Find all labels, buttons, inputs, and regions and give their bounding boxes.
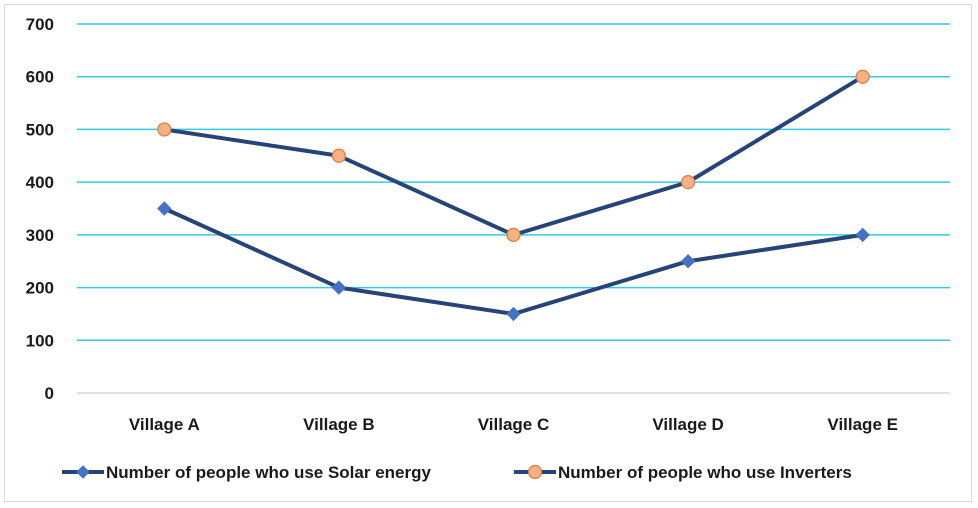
- data-point-circle: [331, 148, 346, 163]
- y-tick-label: 400: [26, 173, 54, 192]
- y-axis-tick-labels: 0 100 200 300 400 500 600 700: [26, 15, 54, 403]
- gridlines: [77, 23, 950, 394]
- x-axis-tick-labels: Village A Village B Village C Village D Vill…: [129, 415, 898, 434]
- x-tick-label: Village C: [478, 415, 550, 434]
- series-inverters: [157, 69, 870, 242]
- chart-frame: [4, 4, 972, 502]
- series-line: [163, 206, 863, 316]
- data-point-diamond: [331, 280, 347, 295]
- data-point-circle: [527, 464, 543, 480]
- legend-item: Number of people who use Inverters: [514, 463, 852, 482]
- legend-label: Number of people who use Inverters: [558, 463, 852, 482]
- data-point-diamond: [680, 254, 696, 269]
- x-tick-label: Village B: [303, 415, 375, 434]
- y-tick-label: 300: [26, 226, 54, 245]
- x-tick-label: Village A: [129, 415, 200, 434]
- series-line: [164, 75, 864, 237]
- legend: Number of people who use Solar energy Num…: [62, 463, 852, 482]
- data-point-circle: [157, 122, 172, 137]
- data-point-diamond: [76, 465, 90, 479]
- data-point-circle: [506, 227, 521, 242]
- y-tick-label: 100: [26, 331, 54, 350]
- x-tick-label: Village E: [827, 415, 898, 434]
- y-tick-label: 500: [26, 120, 54, 139]
- series-solar-energy: [157, 201, 870, 322]
- y-tick-label: 0: [45, 384, 54, 403]
- x-tick-label: Village D: [652, 415, 724, 434]
- y-tick-label: 700: [26, 15, 54, 34]
- data-point-diamond: [506, 306, 521, 322]
- data-point-diamond: [855, 227, 870, 243]
- legend-label: Number of people who use Solar energy: [106, 463, 431, 482]
- series-group: [157, 69, 870, 322]
- data-point-circle: [680, 175, 696, 190]
- y-tick-label: 600: [26, 68, 54, 87]
- y-tick-label: 200: [26, 279, 54, 298]
- data-point-circle: [855, 69, 870, 84]
- legend-item: Number of people who use Solar energy: [62, 463, 431, 482]
- data-point-diamond: [157, 201, 172, 216]
